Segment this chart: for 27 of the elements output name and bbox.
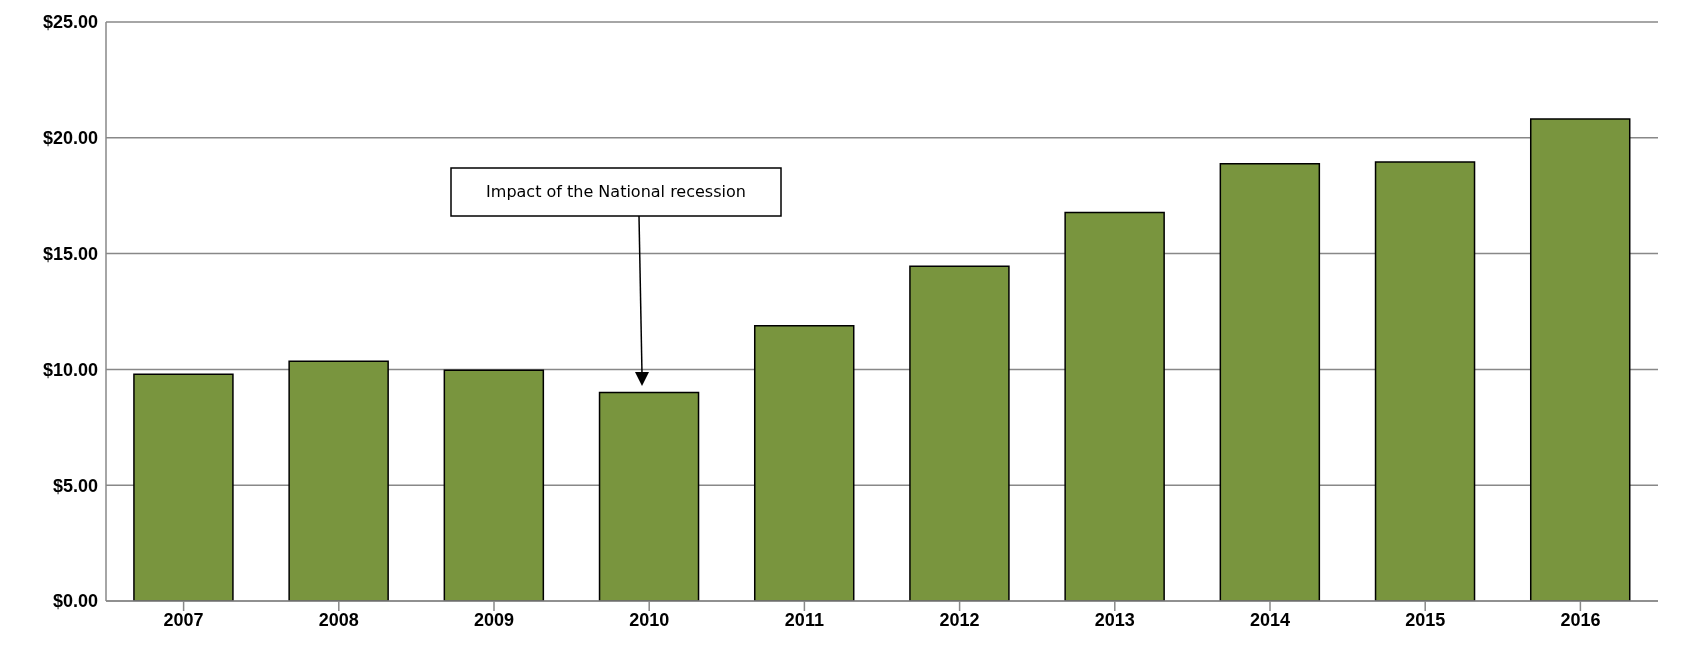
- x-tick-label: 2010: [629, 609, 670, 630]
- bar: [909, 265, 1010, 601]
- y-tick-label: $10.00: [42, 359, 98, 380]
- bar: [288, 360, 389, 601]
- y-tick-label: $0.00: [52, 591, 98, 612]
- x-tick-label: 2013: [1094, 609, 1135, 630]
- x-tick-label: 2012: [939, 609, 980, 630]
- bar: [598, 391, 700, 601]
- x-tick-label: 2008: [318, 609, 359, 630]
- y-tick-label: $15.00: [42, 243, 98, 264]
- x-tick-label: 2009: [473, 609, 515, 630]
- y-tick-label: $25.00: [42, 12, 98, 33]
- bar: [1064, 211, 1165, 601]
- annotation: Impact of the National recession: [486, 182, 746, 201]
- x-tick-label: 2011: [784, 609, 824, 630]
- x-tick-label: 2014: [1249, 609, 1291, 630]
- bar: [1374, 161, 1476, 601]
- y-tick-label: $5.00: [52, 475, 98, 496]
- bar: [443, 369, 545, 601]
- bar: [753, 325, 855, 601]
- x-tick-label: 2015: [1405, 609, 1446, 630]
- bar: [1529, 118, 1631, 601]
- bar: [133, 373, 234, 601]
- y-tick-label: $20.00: [42, 128, 98, 149]
- x-tick-label: 2007: [163, 609, 204, 630]
- x-tick-label: 2016: [1560, 609, 1601, 630]
- bar: [1219, 162, 1321, 601]
